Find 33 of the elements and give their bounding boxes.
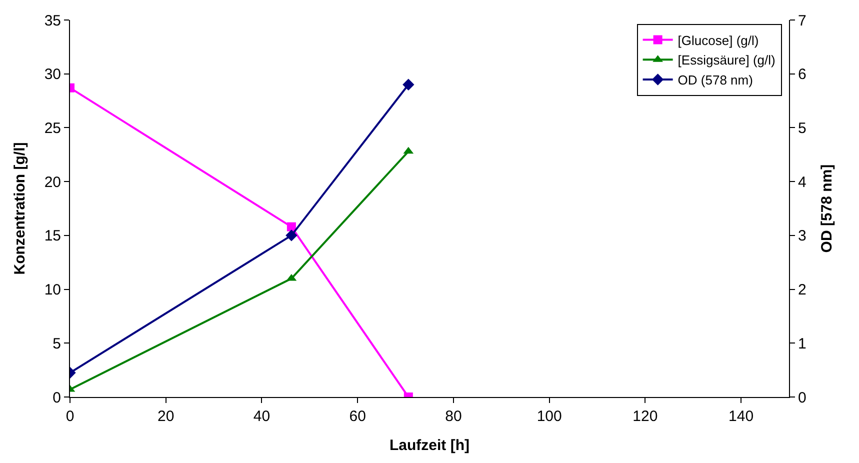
y2-axis-title: OD [578 nm] [818,164,836,253]
legend-label: [Glucose] (g/l) [678,32,759,48]
y-tick-label: 35 [44,12,61,30]
y2-tick-label: 1 [798,335,806,352]
y2-tick-label: 7 [798,12,806,30]
y-axis-title: Konzentration [g/l] [12,142,29,275]
point [286,222,296,232]
x-axis-title: Laufzeit [h] [390,437,470,454]
legend-label: [Essigsäure] (g/l) [678,52,776,68]
y-tick-label: 25 [44,120,61,137]
y-tick-label: 30 [44,66,61,84]
x-tick-label: 140 [728,408,754,425]
point [402,78,414,90]
y2-tick-label: 0 [798,389,806,406]
x-tick-label: 40 [253,408,270,425]
x-tick-label: 60 [349,408,366,425]
y2-tick-label: 5 [798,120,806,137]
y-tick-label: 10 [44,282,61,299]
y2-tick-label: 4 [798,174,806,191]
y-tick-label: 0 [52,389,61,406]
x-tick-label: 80 [445,408,462,425]
y-tick-label: 20 [44,174,61,191]
y-tick-label: 5 [52,335,61,352]
x-tick-label: 120 [632,408,658,425]
point [286,230,298,242]
y2-tick-label: 2 [798,282,806,299]
y2-tick-label: 6 [798,66,806,84]
y-tick-label: 15 [44,228,61,245]
x-tick-label: 100 [536,408,562,425]
y2-tick-label: 3 [798,228,806,245]
x-tick-label: 20 [158,408,174,425]
x-tick-label: 0 [66,408,74,425]
legend-label: OD (578 nm) [678,72,753,88]
